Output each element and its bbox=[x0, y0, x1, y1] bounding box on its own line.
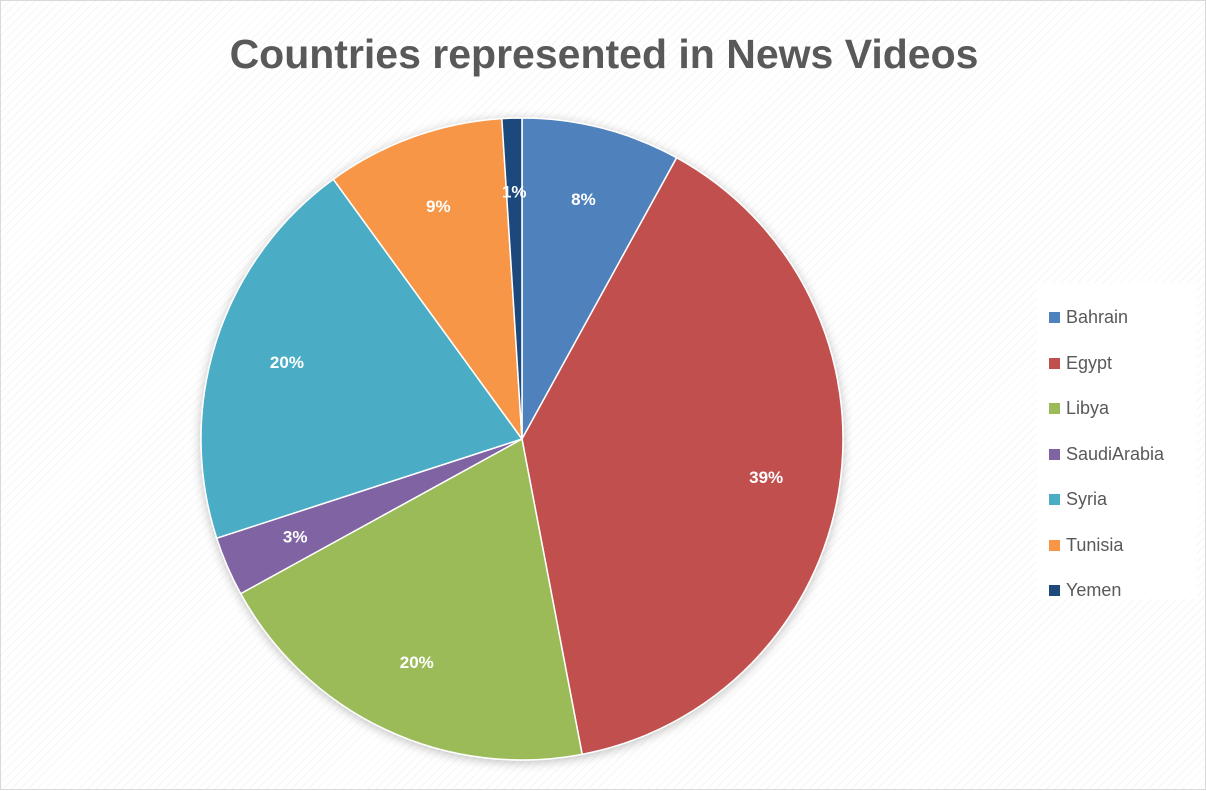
pie-slice-libya bbox=[239, 437, 584, 761]
pie-slice-syria bbox=[200, 178, 524, 540]
legend-label: Yemen bbox=[1066, 580, 1122, 601]
legend-label: SaudiArabia bbox=[1066, 443, 1165, 464]
legend-item-bahrain: Bahrain bbox=[1037, 295, 1197, 341]
legend-swatch bbox=[1049, 357, 1060, 369]
legend-swatch bbox=[1049, 448, 1060, 460]
pie-slices bbox=[200, 117, 844, 761]
data-label-tunisia: 9% bbox=[426, 197, 451, 216]
legend-label: Tunisia bbox=[1066, 534, 1124, 555]
legend-item-yemen: Yemen bbox=[1037, 568, 1197, 614]
data-label-syria: 20% bbox=[270, 353, 304, 372]
legend-item-saudiarabia: SaudiArabia bbox=[1037, 432, 1197, 478]
legend-label: Libya bbox=[1066, 398, 1110, 419]
pie-slice-tunisia bbox=[332, 117, 523, 442]
data-label-yemen: 1% bbox=[502, 182, 527, 201]
legend-label: Bahrain bbox=[1066, 307, 1129, 328]
legend-swatch bbox=[1049, 403, 1060, 415]
data-label-bahrain: 8% bbox=[571, 190, 596, 209]
legend-item-syria: Syria bbox=[1037, 477, 1197, 523]
pie-slice-bahrain bbox=[521, 117, 678, 440]
legend-label: Syria bbox=[1066, 489, 1108, 510]
chart-legend: Bahrain Egypt Libya SaudiArabia Syria Tunisia… bbox=[1037, 283, 1197, 600]
data-label-saudiarabia: 3% bbox=[283, 528, 308, 547]
pie-data-labels: 8% 39% 20% 3% 20% 9% 1% bbox=[270, 182, 783, 672]
legend-item-libya: Libya bbox=[1037, 386, 1197, 432]
legend-swatch bbox=[1049, 539, 1060, 551]
chart-title: Countries represented in News Videos bbox=[229, 31, 979, 77]
data-label-libya: 20% bbox=[400, 653, 434, 672]
legend-item-egypt: Egypt bbox=[1037, 341, 1197, 387]
legend-swatch bbox=[1049, 585, 1060, 597]
pie-slice-egypt bbox=[521, 156, 844, 756]
legend-swatch bbox=[1049, 312, 1060, 324]
legend-label: Egypt bbox=[1066, 352, 1113, 373]
pie-slice-yemen bbox=[501, 117, 523, 440]
legend-swatch bbox=[1049, 494, 1060, 506]
legend-item-tunisia: Tunisia bbox=[1037, 523, 1197, 569]
data-label-egypt: 39% bbox=[749, 468, 783, 487]
